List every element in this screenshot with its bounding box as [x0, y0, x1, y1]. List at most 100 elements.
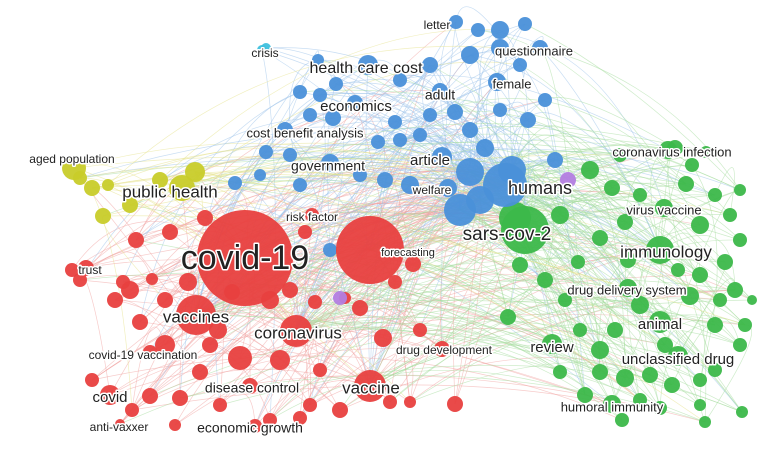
- green-cluster-node[interactable]: [707, 317, 723, 333]
- red-cluster-node[interactable]: [157, 292, 173, 308]
- node-coronavirus-infection[interactable]: [659, 141, 677, 159]
- blue-cluster-node[interactable]: [493, 103, 507, 117]
- green-cluster-node[interactable]: [699, 416, 711, 428]
- node-government[interactable]: [321, 154, 339, 172]
- green-cluster-node[interactable]: [708, 188, 722, 202]
- red-cluster-node[interactable]: [132, 314, 148, 330]
- green-cluster-node[interactable]: [537, 272, 553, 288]
- blue-cluster-node[interactable]: [313, 88, 327, 102]
- blue-cluster-node[interactable]: [325, 110, 341, 126]
- blue-cluster-node[interactable]: [413, 128, 427, 142]
- node-article[interactable]: [432, 147, 452, 167]
- blue-cluster-node[interactable]: [401, 176, 419, 194]
- node-forecasting[interactable]: [336, 216, 404, 284]
- green-cluster-node[interactable]: [692, 267, 708, 283]
- yellow-cluster-node[interactable]: [185, 162, 205, 182]
- red-cluster-node[interactable]: [179, 273, 197, 291]
- node-coronavirus[interactable]: [280, 315, 312, 347]
- red-cluster-node[interactable]: [73, 273, 87, 287]
- green-cluster-node[interactable]: [738, 318, 752, 332]
- node-trust[interactable]: [78, 260, 94, 276]
- red-cluster-node[interactable]: [155, 335, 175, 355]
- purple-cluster-node[interactable]: [333, 291, 347, 305]
- node-review[interactable]: [542, 334, 562, 354]
- node-anti-vaxxer[interactable]: [115, 419, 125, 429]
- yellow-cluster-node[interactable]: [122, 197, 138, 213]
- red-cluster-node[interactable]: [128, 232, 144, 248]
- green-cluster-node[interactable]: [633, 393, 647, 407]
- node-female[interactable]: [488, 73, 506, 91]
- node-letter[interactable]: [449, 15, 463, 29]
- red-cluster-node[interactable]: [298, 225, 312, 239]
- red-cluster-node[interactable]: [209, 321, 227, 339]
- node-questionnaire[interactable]: [491, 39, 509, 57]
- node-animal[interactable]: [649, 311, 671, 333]
- red-cluster-node[interactable]: [172, 390, 188, 406]
- green-cluster-node[interactable]: [620, 252, 636, 268]
- green-cluster-node[interactable]: [708, 363, 722, 377]
- red-cluster-node[interactable]: [308, 295, 322, 309]
- green-cluster-node[interactable]: [633, 188, 647, 202]
- red-cluster-node[interactable]: [202, 337, 218, 353]
- node-risk-factor[interactable]: [305, 208, 319, 222]
- green-cluster-node[interactable]: [591, 341, 609, 359]
- blue-cluster-node[interactable]: [393, 73, 407, 87]
- blue-cluster-node[interactable]: [461, 46, 479, 64]
- node-health-care-cost[interactable]: [358, 55, 378, 75]
- green-cluster-node[interactable]: [693, 373, 707, 387]
- blue-cluster-node[interactable]: [423, 108, 437, 122]
- red-cluster-node[interactable]: [413, 323, 427, 337]
- green-cluster-node[interactable]: [653, 401, 667, 415]
- blue-cluster-node[interactable]: [371, 135, 385, 149]
- purple-cluster-node[interactable]: [560, 172, 576, 188]
- node-vaccine[interactable]: [354, 370, 386, 402]
- green-cluster-node[interactable]: [613, 148, 627, 162]
- node-drug-delivery-system[interactable]: [619, 279, 637, 297]
- green-cluster-node[interactable]: [581, 161, 599, 179]
- green-cluster-node[interactable]: [700, 146, 712, 158]
- red-cluster-node[interactable]: [303, 398, 317, 412]
- yellow-cluster-node[interactable]: [152, 172, 168, 188]
- green-cluster-node[interactable]: [713, 293, 727, 307]
- green-cluster-node[interactable]: [617, 214, 633, 230]
- blue-cluster-node[interactable]: [471, 23, 485, 37]
- green-cluster-node[interactable]: [664, 377, 680, 393]
- green-cluster-node[interactable]: [736, 406, 748, 418]
- green-cluster-node[interactable]: [717, 254, 733, 270]
- node-covid[interactable]: [100, 385, 120, 405]
- red-cluster-node[interactable]: [263, 413, 277, 427]
- blue-cluster-node[interactable]: [532, 40, 548, 56]
- blue-cluster-node[interactable]: [259, 145, 273, 159]
- green-cluster-node[interactable]: [573, 323, 587, 337]
- blue-cluster-node[interactable]: [293, 85, 307, 99]
- blue-cluster-node[interactable]: [312, 54, 324, 66]
- green-cluster-node[interactable]: [685, 158, 699, 172]
- blue-cluster-node[interactable]: [456, 158, 484, 186]
- green-cluster-node[interactable]: [727, 282, 743, 298]
- blue-cluster-node[interactable]: [447, 104, 463, 120]
- red-cluster-node[interactable]: [405, 256, 421, 272]
- green-cluster-node[interactable]: [616, 369, 634, 387]
- green-cluster-node[interactable]: [733, 338, 747, 352]
- blue-cluster-node[interactable]: [254, 169, 266, 181]
- green-cluster-node[interactable]: [615, 413, 629, 427]
- red-cluster-node[interactable]: [162, 224, 178, 240]
- green-cluster-node[interactable]: [558, 293, 572, 307]
- blue-cluster-node[interactable]: [329, 77, 343, 91]
- node-disease-control[interactable]: [242, 378, 258, 394]
- green-cluster-node[interactable]: [607, 322, 623, 338]
- red-cluster-node[interactable]: [313, 363, 327, 377]
- node-vaccines[interactable]: [176, 295, 216, 335]
- blue-cluster-node[interactable]: [228, 176, 242, 190]
- red-cluster-node[interactable]: [293, 411, 307, 425]
- red-cluster-node[interactable]: [125, 403, 139, 417]
- red-cluster-node[interactable]: [374, 329, 392, 347]
- green-cluster-node[interactable]: [592, 364, 608, 380]
- node-covid-19-vaccination[interactable]: [143, 345, 157, 359]
- green-cluster-node[interactable]: [577, 387, 593, 403]
- green-cluster-node[interactable]: [694, 399, 706, 411]
- red-cluster-node[interactable]: [169, 419, 181, 431]
- node-immunology[interactable]: [646, 236, 674, 264]
- green-cluster-node[interactable]: [551, 206, 569, 224]
- red-cluster-node[interactable]: [270, 350, 290, 370]
